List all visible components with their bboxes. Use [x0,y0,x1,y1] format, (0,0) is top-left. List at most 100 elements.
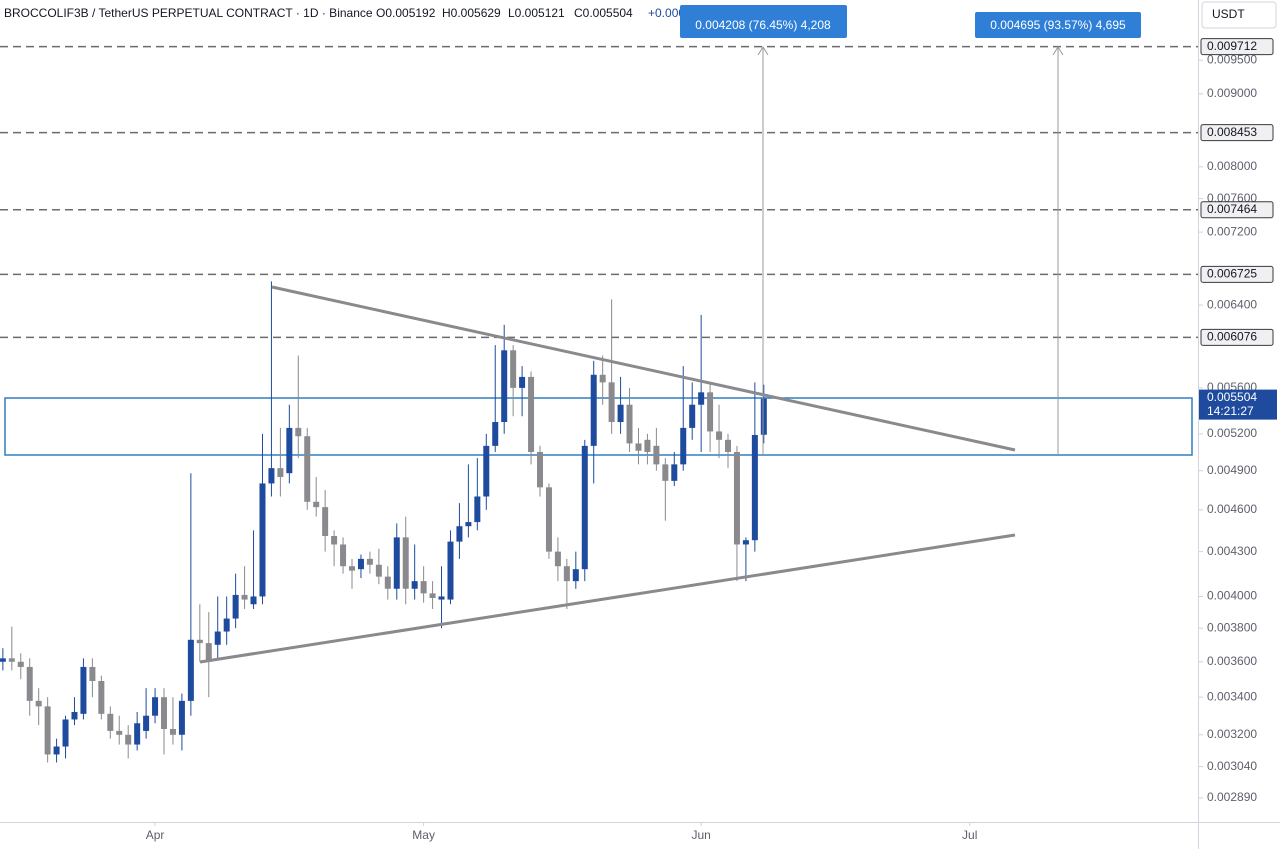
price-axis: 0.009500 0.009000 0.008000 0.007600 0.007200… [146,38,1277,842]
y-tick-label: 0.004900 [1207,463,1257,477]
level-label: 0.009712 [1207,39,1257,53]
candle-body [429,593,436,599]
measure-label: 0.004695 (93.57%) 4,695 [990,18,1126,32]
open: O0.005192 [376,6,436,20]
candle-body [716,431,723,440]
x-tick-label: Jun [691,828,710,842]
candle-body [420,581,427,594]
y-tick-label: 0.008000 [1207,159,1257,173]
level-label-box [1200,38,1274,56]
candle-body [492,422,499,446]
candle-body [62,719,69,747]
candle-body [44,706,51,755]
candle-body [590,374,597,446]
candle-body [554,551,561,567]
candle-body [760,398,767,435]
candle-body [250,596,257,605]
candle-body [707,392,714,432]
low: L0.005121 [508,6,565,20]
candle-body [268,468,275,484]
y-tick-label: 0.007200 [1207,224,1257,238]
candle-body [483,445,490,497]
upper-trendline [271,285,1016,452]
candle-body [277,468,284,478]
candle-body [474,496,481,523]
candle-body [617,404,624,423]
candle-body [626,404,633,444]
candle-body [161,697,168,729]
y-tick-label: 0.003400 [1207,689,1257,703]
corner [1199,823,1280,849]
candle-body [438,596,445,600]
candle-body [304,436,311,502]
candle-body [232,594,239,619]
candle-body [375,564,382,577]
candle-body [0,658,6,662]
arrow-head [757,46,769,56]
y-tick-label: 0.003600 [1207,654,1257,668]
y-tick-label: 0.003800 [1207,620,1257,634]
candle-body [116,730,123,735]
candle-body [742,540,749,545]
y-tick-label: 0.004000 [1207,589,1257,603]
candle-body [563,566,570,582]
candle-body [644,439,651,452]
candle-body [384,576,391,589]
candle-body [366,558,373,565]
level-label: 0.006076 [1207,329,1257,343]
candle-body [152,697,159,716]
candle-body [545,487,552,552]
candle-body [698,392,705,405]
candle-body [537,451,544,488]
candle-body [393,537,400,589]
measure-box [975,12,1141,38]
candle-body [357,558,364,570]
y-tick-label: 0.009500 [1207,52,1257,66]
level-label-box [1200,124,1274,142]
candle-body [447,541,454,600]
level-label-box [1200,265,1274,283]
candle-body [689,404,696,428]
candle-body [125,734,132,745]
candle-body [214,631,221,645]
candle-body [107,713,114,731]
candle-body [456,526,463,542]
candle-body [241,594,248,600]
candle-body [71,711,78,720]
candle-body [572,569,579,582]
x-tick-label: Jul [962,828,977,842]
candle-body [510,350,517,388]
last-price-box [1199,389,1277,420]
level-label-box [1200,201,1274,219]
candle-body [599,374,606,383]
candle-body [53,746,60,755]
candle-body [35,700,42,707]
candle-body [662,464,669,481]
candle-body [223,618,230,632]
candle-body [322,507,329,536]
x-tick-label: May [412,828,435,842]
candle-body [751,435,758,541]
candle-body [528,376,535,452]
candle-body [581,445,588,570]
candle-body [8,658,15,662]
candle-body [501,350,508,423]
measure-label: 0.004208 (76.45%) 4,208 [695,18,831,32]
level-label: 0.006725 [1207,267,1257,281]
high: H0.005629 [442,6,501,20]
candle-body [196,639,203,644]
level-label: 0.007464 [1207,202,1257,216]
candle-body [89,666,96,682]
lower-trendline [199,533,1016,664]
candle-body [331,535,338,545]
candle-body [465,522,472,527]
candle-body [205,643,212,662]
candle-body [143,715,150,731]
y-tick-label: 0.002890 [1207,790,1257,804]
currency-box[interactable] [1201,1,1277,29]
close: C0.005504 [574,6,633,20]
candle-body [671,464,678,481]
y-tick-label: 0.009000 [1207,86,1257,100]
currency[interactable]: USDT [1212,7,1245,21]
